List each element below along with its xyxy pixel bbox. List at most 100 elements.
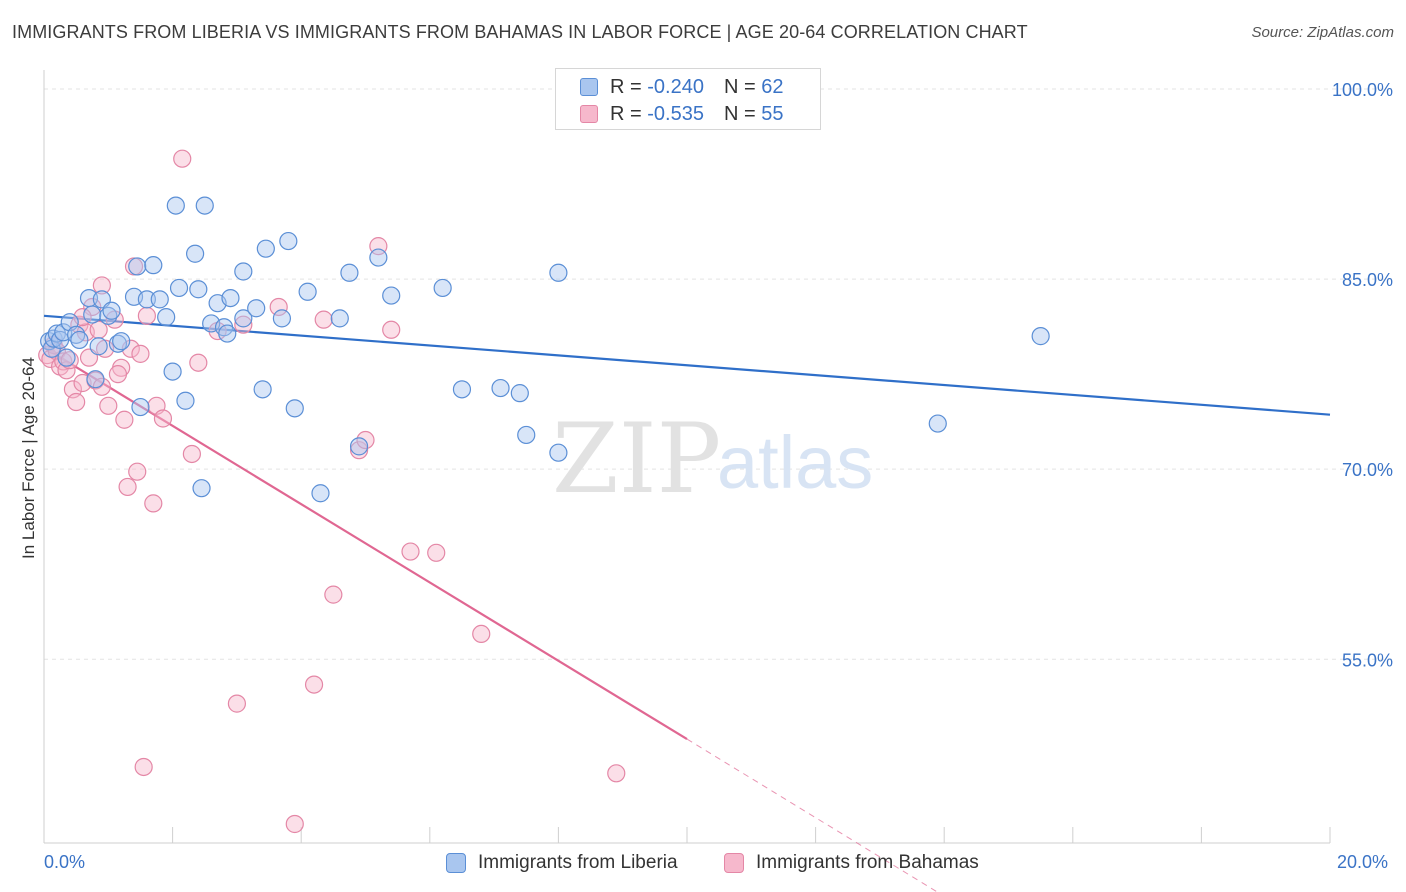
legend-item-bahamas[interactable]: Immigrants from Bahamas: [724, 852, 979, 874]
bahamas-point: [67, 392, 86, 412]
liberia-point: [349, 437, 369, 456]
liberia-legend-label: Immigrants from Liberia: [478, 852, 678, 873]
liberia-point: [86, 370, 105, 389]
liberia-trend-line: [43, 314, 1331, 416]
bahamas-point: [401, 542, 420, 561]
liberia-point: [144, 256, 163, 275]
legend-n-label: N =: [723, 102, 762, 125]
liberia-point: [256, 239, 275, 258]
bahamas-point: [324, 585, 343, 604]
bahamas-point: [427, 543, 446, 562]
liberia-point: [340, 263, 359, 282]
liberia-point: [89, 337, 108, 356]
liberia-point: [128, 257, 147, 276]
liberia-point: [189, 280, 208, 299]
y-tick-label: 85.0%: [1342, 270, 1393, 290]
bahamas-point: [153, 409, 173, 428]
liberia-point: [150, 290, 169, 309]
liberia-point: [1031, 327, 1050, 346]
liberia-point: [253, 380, 272, 399]
liberia-point: [176, 391, 195, 410]
liberia-point: [163, 362, 182, 381]
correlation-legend: R = -0.240 N = 62 R = -0.535 N = 55: [555, 68, 821, 130]
bahamas-point: [128, 462, 147, 481]
bahamas-point: [99, 396, 118, 415]
liberia-point: [298, 282, 317, 301]
source-credit: Source: ZipAtlas.com: [1251, 24, 1394, 41]
bahamas-swatch: [580, 105, 598, 123]
x-tick-label-min: 0.0%: [44, 852, 86, 872]
legend-item-liberia[interactable]: Immigrants from Liberia: [446, 852, 678, 874]
bahamas-point: [144, 494, 163, 513]
bahamas-point: [304, 675, 324, 694]
chart-title: IMMIGRANTS FROM LIBERIA VS IMMIGRANTS FR…: [12, 22, 1028, 42]
liberia-point: [112, 332, 131, 351]
legend-n-label: N =: [723, 75, 762, 98]
legend-r-label: R =: [610, 75, 648, 98]
liberia-point: [99, 306, 118, 325]
liberia-point: [157, 308, 176, 327]
bahamas-point: [60, 351, 79, 370]
liberia-point: [279, 231, 298, 251]
bahamas-point: [118, 477, 137, 497]
liberia-legend-swatch: [446, 853, 466, 873]
liberia-point: [369, 248, 388, 267]
grid-lines: [44, 88, 1392, 660]
bahamas-point: [137, 306, 156, 325]
legend-n-value: 55: [761, 102, 784, 125]
liberia-point: [131, 397, 150, 417]
bahamas-point: [234, 315, 253, 334]
liberia-point: [195, 196, 214, 215]
liberia-point: [67, 325, 86, 344]
liberia-point: [285, 399, 304, 418]
series-legend: Immigrants from Liberia Immigrants from …: [0, 852, 1406, 878]
y-tick-labels: 55.0% 70.0% 85.0% 100.0%: [1332, 80, 1393, 670]
legend-row-liberia: R = -0.240 N = 62: [580, 74, 783, 100]
liberia-point: [311, 484, 330, 503]
bahamas-point: [382, 320, 401, 339]
bahamas-point: [57, 361, 76, 380]
y-tick-label: 55.0%: [1342, 650, 1393, 670]
liberia-point: [330, 309, 349, 328]
liberia-point: [192, 479, 211, 498]
liberia-point: [928, 414, 947, 433]
bahamas-point: [189, 353, 208, 372]
bahamas-point: [173, 149, 192, 168]
liberia-point: [57, 348, 76, 367]
liberia-point: [218, 324, 237, 343]
liberia-point: [247, 299, 266, 318]
bahamas-points: [38, 149, 626, 834]
x-tick-label-max: 20.0%: [1337, 852, 1389, 872]
bahamas-point: [472, 624, 491, 644]
liberia-point: [234, 309, 253, 328]
watermark-zip: ZIP: [552, 403, 721, 515]
liberia-point: [549, 443, 568, 462]
bahamas-point: [115, 410, 134, 429]
legend-r-value: -0.240: [647, 75, 704, 98]
liberia-point: [137, 290, 156, 309]
bahamas-point: [108, 365, 128, 384]
liberia-point: [491, 378, 510, 398]
liberia-point: [44, 329, 63, 348]
y-tick-label: 100.0%: [1332, 80, 1393, 100]
liberia-point: [166, 196, 185, 215]
liberia-point: [102, 301, 121, 320]
watermark-atlas: atlas: [717, 421, 873, 504]
liberia-swatch: [580, 78, 598, 96]
liberia-point: [382, 286, 401, 305]
legend-n-value: 62: [761, 75, 784, 98]
bahamas-point: [607, 764, 626, 783]
bahamas-legend-label: Immigrants from Bahamas: [756, 852, 979, 873]
axes: [43, 70, 1331, 844]
liberia-point: [108, 334, 128, 353]
y-axis-title: In Labor Force | Age 20-64: [19, 357, 38, 559]
bahamas-point: [314, 310, 333, 329]
liberia-point: [186, 244, 205, 263]
liberia-point: [221, 288, 240, 308]
legend-row-bahamas: R = -0.535 N = 55: [580, 101, 783, 127]
bahamas-point: [131, 344, 150, 363]
watermark: ZIP atlas: [552, 403, 873, 515]
liberia-points: [40, 196, 1050, 503]
bahamas-point: [227, 694, 246, 713]
liberia-point: [272, 309, 292, 328]
